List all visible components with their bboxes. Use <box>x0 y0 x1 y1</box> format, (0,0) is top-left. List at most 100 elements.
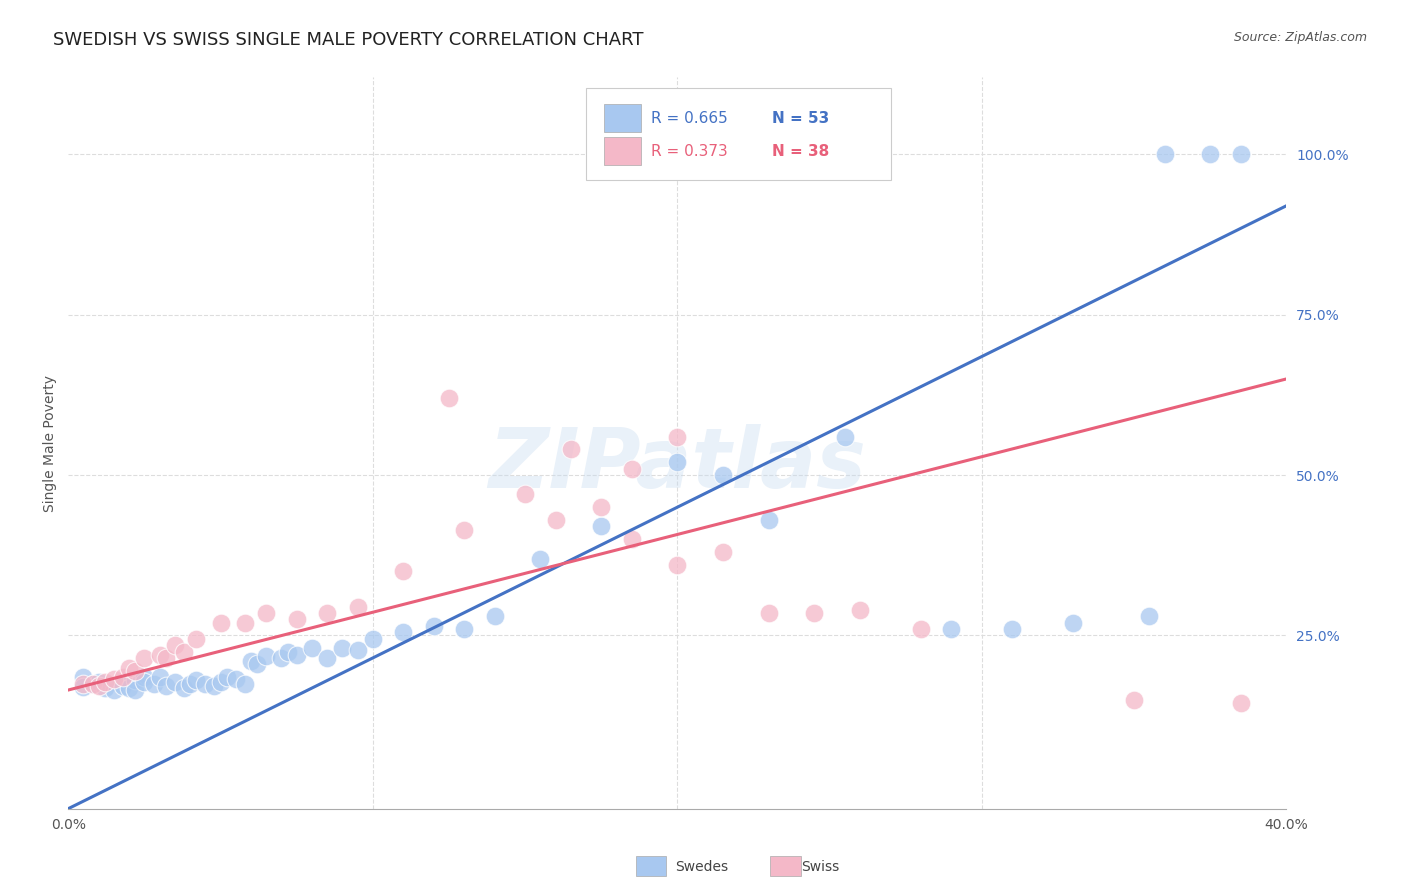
Point <box>1139 609 1161 624</box>
Point <box>155 679 177 693</box>
Point <box>301 641 323 656</box>
Text: N = 53: N = 53 <box>772 111 830 126</box>
Point <box>134 670 156 684</box>
Point <box>620 461 643 475</box>
Point <box>758 606 780 620</box>
Point <box>1229 147 1251 161</box>
Point <box>72 680 94 694</box>
Point <box>803 606 825 620</box>
Point <box>1229 696 1251 710</box>
Point <box>834 430 856 444</box>
Point <box>910 622 932 636</box>
Point <box>1199 147 1222 161</box>
Point <box>1123 692 1146 706</box>
Text: N = 38: N = 38 <box>772 144 830 159</box>
Point <box>666 455 689 469</box>
Point <box>666 558 689 572</box>
Point <box>246 657 269 672</box>
Point <box>361 632 384 646</box>
Point <box>316 651 339 665</box>
FancyBboxPatch shape <box>586 88 890 180</box>
Point <box>215 670 238 684</box>
Point <box>233 676 256 690</box>
Point <box>276 644 298 658</box>
Text: Source: ZipAtlas.com: Source: ZipAtlas.com <box>1233 31 1367 45</box>
Point <box>437 391 460 405</box>
Text: Swiss: Swiss <box>801 860 839 874</box>
Point <box>453 523 475 537</box>
Text: Swedes: Swedes <box>675 860 728 874</box>
Point <box>82 676 104 690</box>
Point <box>72 670 94 684</box>
Point <box>620 533 643 547</box>
Point <box>186 632 208 646</box>
Y-axis label: Single Male Poverty: Single Male Poverty <box>44 375 58 511</box>
Point <box>149 670 172 684</box>
Point <box>103 683 125 698</box>
Point <box>513 487 536 501</box>
Point <box>134 651 156 665</box>
Point <box>1001 622 1024 636</box>
Point <box>82 676 104 690</box>
Point <box>1153 147 1175 161</box>
Point <box>112 679 135 693</box>
Point <box>118 681 141 695</box>
Point <box>849 603 872 617</box>
Point <box>163 674 186 689</box>
Point <box>254 648 277 663</box>
Point <box>711 545 734 559</box>
Point <box>285 612 308 626</box>
Point <box>1062 615 1084 630</box>
Point <box>316 606 339 620</box>
Point <box>330 641 353 656</box>
Point <box>103 672 125 686</box>
Text: SWEDISH VS SWISS SINGLE MALE POVERTY CORRELATION CHART: SWEDISH VS SWISS SINGLE MALE POVERTY COR… <box>53 31 644 49</box>
Point <box>285 648 308 662</box>
Point <box>142 676 165 690</box>
Point <box>254 606 277 620</box>
Point <box>112 670 135 684</box>
Point <box>346 642 368 657</box>
Point <box>666 430 689 444</box>
Point <box>87 679 110 693</box>
Point <box>233 615 256 630</box>
Point <box>484 609 506 624</box>
Point <box>118 660 141 674</box>
Point <box>239 654 262 668</box>
Point <box>591 500 613 515</box>
Point <box>453 622 475 636</box>
Point <box>87 674 110 689</box>
Point <box>94 674 117 689</box>
Point <box>529 551 551 566</box>
Text: R = 0.665: R = 0.665 <box>651 111 727 126</box>
Point <box>209 674 232 689</box>
Point <box>204 679 226 693</box>
Point <box>186 673 208 688</box>
Text: ZIPatlas: ZIPatlas <box>488 425 866 506</box>
Point <box>346 599 368 614</box>
Point <box>124 664 146 678</box>
Point <box>270 651 292 665</box>
Point <box>72 676 94 690</box>
Point <box>124 673 146 688</box>
Point <box>194 676 217 690</box>
Bar <box>605 104 641 132</box>
Point <box>591 519 613 533</box>
Point <box>392 625 415 640</box>
Point <box>422 619 444 633</box>
Point <box>392 565 415 579</box>
Point <box>149 648 172 662</box>
Point <box>225 672 247 686</box>
Point <box>124 683 146 698</box>
Bar <box>605 137 641 165</box>
Point <box>173 644 195 658</box>
Point <box>560 442 582 457</box>
Point <box>941 622 963 636</box>
Point <box>711 468 734 483</box>
Point <box>155 651 177 665</box>
Point <box>134 674 156 689</box>
Point <box>173 681 195 695</box>
Point <box>758 513 780 527</box>
Text: R = 0.373: R = 0.373 <box>651 144 727 159</box>
Point <box>94 681 117 695</box>
